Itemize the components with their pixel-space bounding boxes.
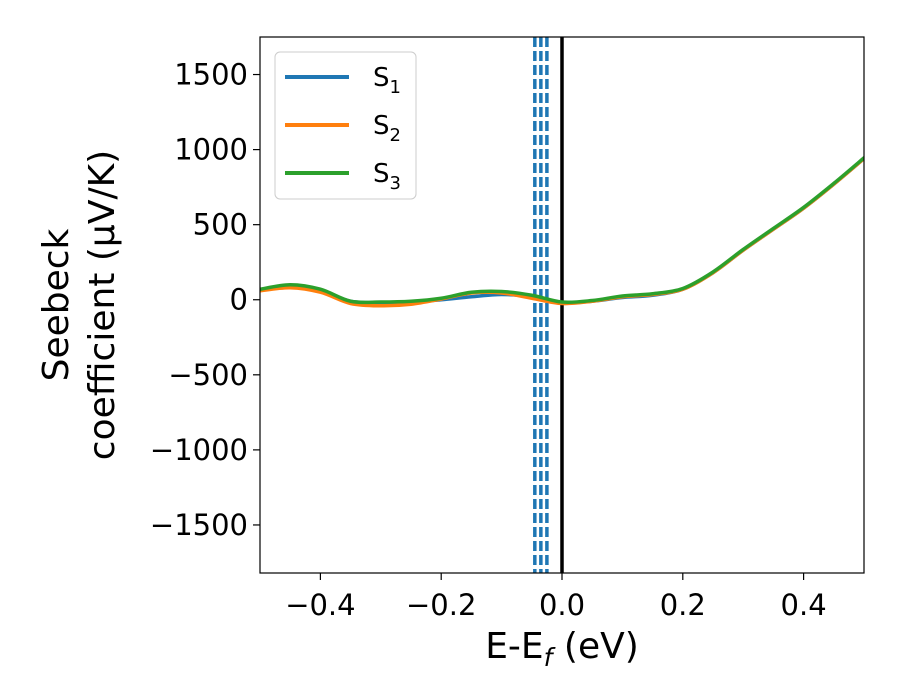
y-axis-label-line1: Seebeck <box>36 228 77 381</box>
y-tick-label: 1500 <box>174 58 248 92</box>
x-axis-label: E-Ef (eV) <box>485 626 639 672</box>
legend-label-s3: S3 <box>373 159 401 194</box>
x-axis: −0.4 −0.2 0.0 0.2 0.4 <box>285 573 827 622</box>
y-tick-label: 1000 <box>174 133 248 167</box>
series-line-s3 <box>260 156 864 305</box>
y-axis-label: Seebeck coefficient (μV/K) <box>36 150 123 460</box>
y-tick-label: 0 <box>230 283 248 317</box>
x-tick-label: −0.4 <box>285 588 355 622</box>
y-tick-label: −1000 <box>150 433 248 467</box>
plot-area <box>260 37 864 573</box>
x-tick-label: 0.0 <box>539 588 585 622</box>
y-tick-label: 500 <box>193 208 248 242</box>
y-axis-label-line2: coefficient (μV/K) <box>82 150 123 460</box>
y-axis: −1500 −1000 −500 0 500 1000 1500 <box>150 58 260 542</box>
x-tick-label: 0.4 <box>781 588 827 622</box>
x-tick-label: 0.2 <box>660 588 706 622</box>
y-tick-label: −500 <box>168 358 248 392</box>
x-tick-label: −0.2 <box>406 588 476 622</box>
y-tick-label: −1500 <box>150 508 248 542</box>
